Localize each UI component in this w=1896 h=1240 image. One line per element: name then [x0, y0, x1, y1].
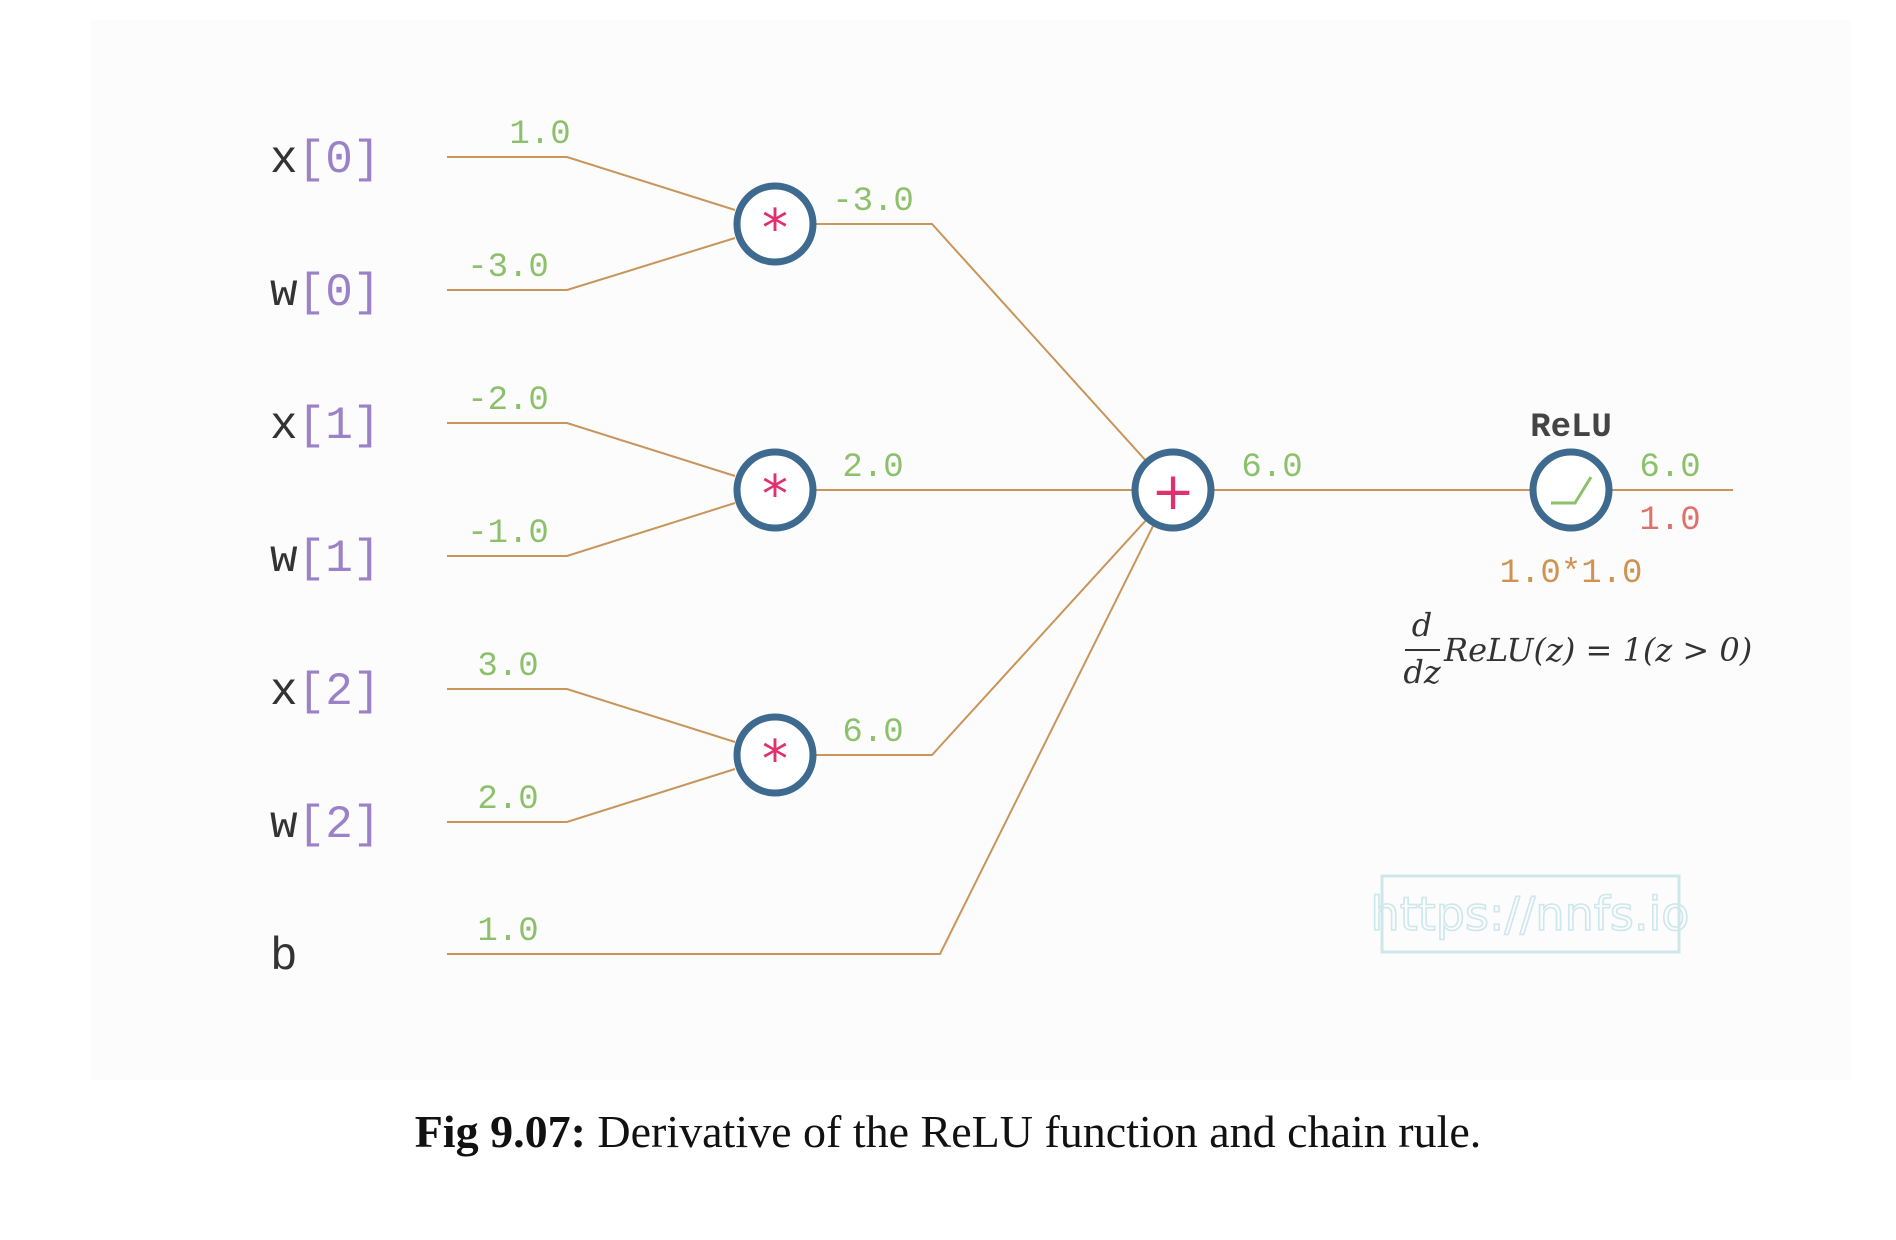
input-label: x[0]	[270, 134, 380, 186]
diagram-background	[90, 20, 1850, 1080]
multiply-node: *	[733, 713, 817, 797]
sum-node-circle	[1131, 448, 1215, 532]
relu-node-circle	[1529, 448, 1613, 532]
input-value: -1.0	[467, 515, 549, 553]
input-label: w[2]	[270, 799, 380, 851]
caption-prefix: Fig 9.07:	[414, 1106, 586, 1157]
relu-node	[1529, 448, 1613, 532]
wire-w1	[447, 502, 736, 557]
wire-w2	[447, 768, 736, 823]
multiply-node: *	[733, 182, 817, 266]
input-value: -3.0	[467, 249, 549, 287]
sum-operator: +	[1151, 462, 1195, 522]
relu-output-value: 6.0	[1639, 449, 1700, 487]
multiply-node-circle	[733, 448, 817, 532]
input-value: 3.0	[477, 648, 538, 686]
input-value: -2.0	[467, 382, 549, 420]
input-labels: x[0] w[0] x[1] w[1] x[2] w[2] b	[270, 134, 380, 983]
watermark-box	[1380, 874, 1681, 954]
input-label: b	[270, 931, 298, 983]
multiply-operator: *	[762, 730, 788, 790]
sum-value: 6.0	[1241, 449, 1302, 487]
input-value: 2.0	[477, 781, 538, 819]
input-label: x[1]	[270, 400, 380, 452]
multiply-node-circle	[733, 713, 817, 797]
multiply-node: *	[733, 448, 817, 532]
watermark: https://nnfs.io	[1370, 874, 1690, 954]
wire-product-0	[815, 223, 1149, 464]
watermark-text: https://nnfs.io	[1371, 887, 1690, 941]
chain-rule-expression: 1.0*1.0	[1500, 555, 1643, 593]
relu-icon	[1551, 476, 1593, 505]
input-label: w[1]	[270, 533, 380, 585]
input-wires	[447, 156, 1159, 955]
wire-product-2	[815, 517, 1149, 756]
multiply-operator: *	[762, 465, 788, 525]
input-label: x[2]	[270, 666, 380, 718]
relu-derivative-formula: d dz ReLU(z) = 1(z > 0)	[1403, 606, 1752, 691]
caption-text: Derivative of the ReLU function and chai…	[597, 1106, 1482, 1157]
multiply-operator: *	[762, 199, 788, 259]
product-value: -3.0	[832, 183, 914, 221]
computational-graph: x[0] w[0] x[1] w[1] x[2] w[2] b 1.0 -3.0…	[90, 20, 1850, 1080]
formula-expression: ReLU(z) = 1(z > 0)	[1443, 631, 1752, 669]
relu-gradient-value: 1.0	[1639, 502, 1700, 540]
input-label: w[0]	[270, 267, 380, 319]
wire-x2	[447, 688, 736, 743]
wire-x1	[447, 422, 736, 477]
input-value: 1.0	[477, 913, 538, 951]
formula-denominator: dz	[1403, 653, 1441, 691]
input-values: 1.0 -3.0 -2.0 -1.0 3.0 2.0 1.0	[467, 116, 570, 951]
figure-caption: Fig 9.07: Derivative of the ReLU functio…	[0, 1105, 1896, 1158]
formula-numerator: d	[1412, 606, 1432, 644]
wire-w0	[447, 237, 736, 291]
input-value: 1.0	[509, 116, 570, 154]
product-wires	[815, 223, 1149, 756]
sum-node: +	[1131, 448, 1215, 532]
wire-b	[447, 515, 1159, 955]
relu-label: ReLU	[1530, 409, 1612, 447]
product-value: 2.0	[842, 449, 903, 487]
multiply-node-circle	[733, 182, 817, 266]
wire-x0	[447, 156, 736, 211]
product-value: 6.0	[842, 714, 903, 752]
